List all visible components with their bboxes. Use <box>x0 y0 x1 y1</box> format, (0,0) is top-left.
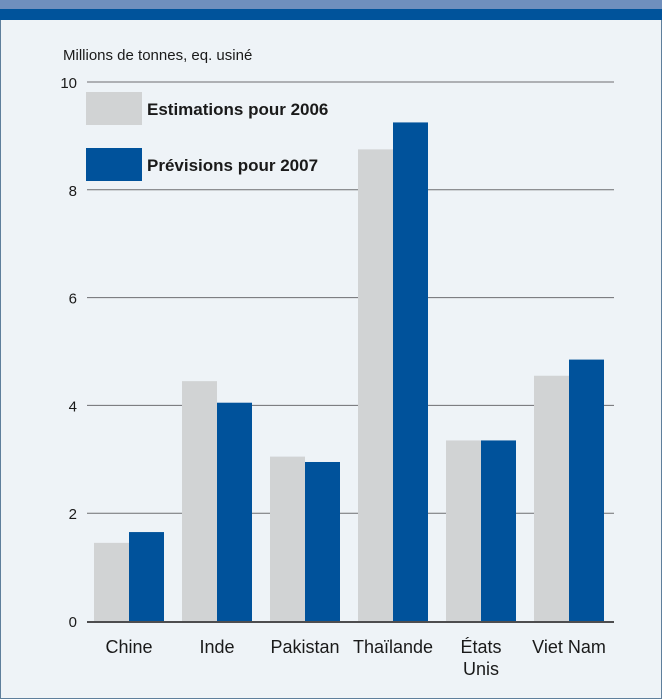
bar <box>129 532 164 621</box>
y-tick-label: 0 <box>69 614 77 631</box>
y-tick-labels: 0 2 4 6 8 10 <box>60 75 77 631</box>
y-tick-label: 8 <box>69 183 77 200</box>
gridlines <box>87 81 614 514</box>
x-tick-label: Viet Nam <box>532 637 606 657</box>
x-tick-label: États Unis <box>460 637 501 679</box>
bar <box>94 542 129 621</box>
bar <box>270 456 305 621</box>
x-tick-label: Pakistan <box>270 637 339 657</box>
bar <box>182 381 217 621</box>
y-tick-label: 2 <box>69 506 77 523</box>
bar <box>217 402 252 621</box>
header-band <box>0 0 662 20</box>
legend-swatch <box>86 148 142 181</box>
x-tick-label: Thaïlande <box>353 637 433 657</box>
header-band-light <box>0 0 662 9</box>
y-tick-label: 10 <box>60 75 77 92</box>
bar <box>305 461 340 621</box>
header-band-dark <box>0 9 662 20</box>
x-tick-label: Inde <box>199 637 234 657</box>
y-tick-label: 6 <box>69 291 77 308</box>
legend-swatch <box>86 92 142 125</box>
bar <box>358 149 393 621</box>
bar <box>569 359 604 621</box>
x-tick-labels: Chine Inde Pakistan Thaïlande États Unis Viet … <box>105 637 605 679</box>
y-axis-label: Millions de tonnes, eq. usiné <box>63 47 252 64</box>
legend-label: Prévisions pour 2007 <box>147 156 318 175</box>
bar <box>446 440 481 621</box>
legend: Estimations pour 2006 Prévisions pour 200… <box>86 92 328 181</box>
bar <box>481 440 516 621</box>
x-tick-label: Chine <box>105 637 152 657</box>
bar <box>534 375 569 621</box>
bars <box>94 122 604 622</box>
y-tick-label: 4 <box>69 398 77 415</box>
legend-label: Estimations pour 2006 <box>147 100 328 119</box>
bar <box>393 122 428 622</box>
